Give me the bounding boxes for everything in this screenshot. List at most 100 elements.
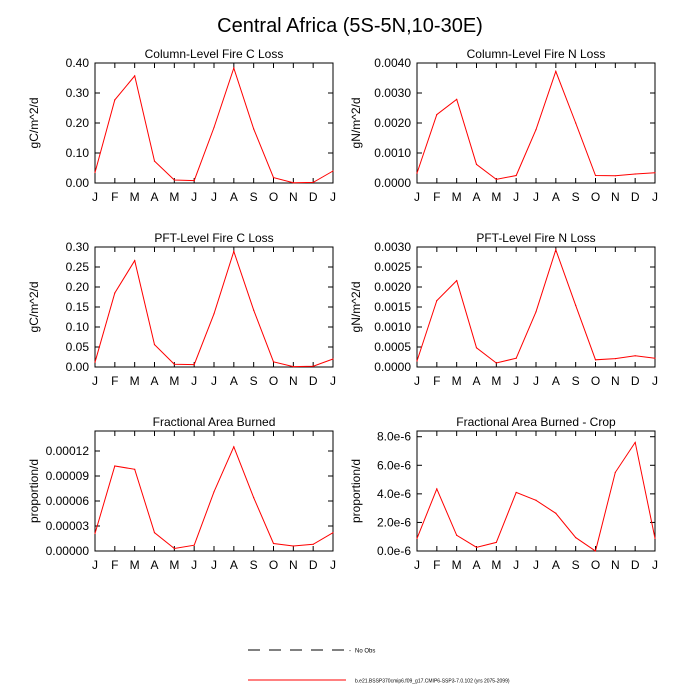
x-tick-label: D <box>631 558 640 572</box>
x-tick-label: M <box>169 374 179 388</box>
x-tick-label: J <box>414 190 420 204</box>
y-axis-label: gC/m^2/d <box>27 282 41 333</box>
x-tick-label: A <box>552 374 560 388</box>
x-tick-label: M <box>452 374 462 388</box>
y-tick-label: 0.0030 <box>374 240 411 254</box>
data-point <box>134 75 136 77</box>
data-point <box>312 543 314 545</box>
x-tick-label: J <box>92 190 98 204</box>
y-tick-label: 0.0015 <box>374 300 411 314</box>
y-tick-label: 0.00009 <box>46 469 90 483</box>
data-point <box>253 497 255 499</box>
legend: - No Obs b.e21.BSSP370cmip6.f09_g17.CMIP… <box>248 649 510 685</box>
x-tick-label: A <box>150 374 158 388</box>
x-tick-label: S <box>572 374 580 388</box>
x-tick-label: A <box>150 558 158 572</box>
data-point <box>173 547 175 550</box>
x-tick-label: J <box>513 558 519 572</box>
data-point <box>614 175 616 177</box>
x-tick-label: O <box>269 374 278 388</box>
data-point <box>475 163 478 165</box>
x-tick-label: M <box>491 558 501 572</box>
x-tick-label: A <box>230 558 238 572</box>
chart-panel-1: Column-Level Fire C Loss gC/m^2/d 0.00 0.10… <box>27 47 336 204</box>
x-tick-label: J <box>513 374 519 388</box>
data-point <box>416 172 418 174</box>
x-tick-label: A <box>230 190 238 204</box>
data-point <box>94 361 96 363</box>
x-tick-label: J <box>533 374 539 388</box>
x-tick-label: J <box>191 558 197 572</box>
x-tick-label: S <box>250 558 258 572</box>
x-tick-label: A <box>472 190 480 204</box>
x-tick-label: J <box>211 374 217 388</box>
x-tick-label: J <box>191 374 197 388</box>
data-point <box>654 172 656 174</box>
x-tick-label: M <box>491 374 501 388</box>
data-point <box>94 532 96 535</box>
x-tick-label: M <box>452 558 462 572</box>
chart-panel-4: PFT-Level Fire N Loss gN/m^2/d 0.0000 0.000… <box>349 231 658 388</box>
data-point <box>153 532 156 534</box>
series-line <box>416 248 656 364</box>
x-tick-label: D <box>309 374 318 388</box>
series-line <box>416 441 656 552</box>
x-tick-label: S <box>250 374 258 388</box>
x-tick-label: J <box>414 558 420 572</box>
series-line <box>416 69 656 180</box>
data-point <box>94 171 96 174</box>
data-point <box>272 542 275 545</box>
data-point <box>515 174 517 177</box>
y-tick-label: 0.0e-6 <box>377 544 411 558</box>
panel-title: PFT-Level Fire N Loss <box>476 231 595 245</box>
y-tick-label: 0.40 <box>66 56 90 70</box>
x-tick-label: D <box>309 558 318 572</box>
plot-frame <box>416 430 656 552</box>
data-point <box>272 177 275 179</box>
data-point <box>272 361 275 363</box>
legend-series-label: b.e21.BSSP370cmip6.f09_g17.CMIP6-SSP3-7.… <box>355 679 510 685</box>
x-tick-label: S <box>250 190 258 204</box>
y-axis-label: gN/m^2/d <box>349 282 363 333</box>
data-point <box>634 173 636 175</box>
data-point <box>535 499 537 501</box>
x-tick-label: A <box>150 190 158 204</box>
y-tick-label: 0.10 <box>66 320 90 334</box>
data-point <box>515 357 517 359</box>
data-point <box>153 344 156 346</box>
series-line <box>94 445 334 550</box>
data-point <box>416 360 418 362</box>
panels: Column-Level Fire C Loss gC/m^2/d 0.00 0.10… <box>27 47 658 572</box>
x-tick-label: J <box>652 558 658 572</box>
data-point <box>594 359 597 361</box>
chart-panel-3: PFT-Level Fire C Loss gC/m^2/d 0.00 0.05 0.1… <box>27 231 336 388</box>
x-tick-label: N <box>289 190 298 204</box>
y-tick-label: 8.0e-6 <box>377 430 411 444</box>
x-tick-label: M <box>169 190 179 204</box>
x-tick-label: S <box>572 558 580 572</box>
y-tick-label: 0.0000 <box>374 360 411 374</box>
x-tick-label: N <box>611 558 620 572</box>
data-point <box>575 536 577 539</box>
data-point <box>634 441 636 444</box>
data-point <box>233 250 235 252</box>
data-point <box>495 362 497 364</box>
x-tick-label: J <box>513 190 519 204</box>
plot-frame <box>94 246 334 368</box>
y-tick-label: 0.25 <box>66 260 90 274</box>
data-point <box>515 491 517 494</box>
x-tick-label: J <box>92 374 98 388</box>
data-point <box>456 534 458 536</box>
data-point <box>654 537 656 540</box>
x-tick-label: S <box>572 190 580 204</box>
x-tick-label: M <box>452 190 462 204</box>
x-tick-label: D <box>631 190 640 204</box>
data-point <box>134 260 136 262</box>
x-tick-label: N <box>611 190 620 204</box>
data-point <box>213 313 215 315</box>
y-tick-label: 0.0040 <box>374 56 411 70</box>
x-tick-label: F <box>111 374 118 388</box>
x-tick-label: M <box>169 558 179 572</box>
panel-title: Fractional Area Burned <box>153 415 276 429</box>
x-tick-label: D <box>309 190 318 204</box>
